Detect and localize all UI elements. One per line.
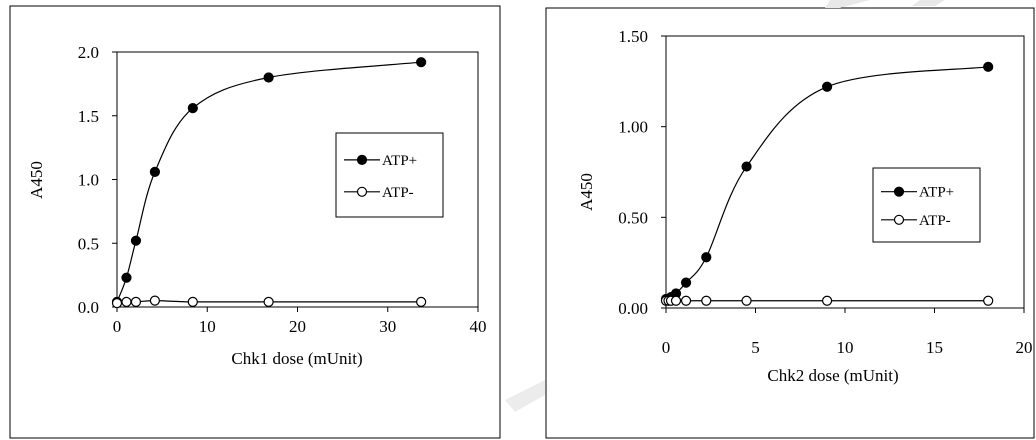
chart2: 0.00 0.50 1.00 1.50 0 5 10 15 20 Chk2 dose (mUnit… — [577, 27, 1033, 385]
x-tick-label: 30 — [379, 317, 396, 336]
y-tick-label: 0.50 — [618, 208, 648, 227]
y-tick-label: 2.0 — [78, 43, 99, 62]
data-point — [701, 295, 712, 306]
data-point — [130, 235, 142, 246]
y-tick-label: 1.00 — [618, 118, 648, 137]
watermark-stroke-bottom — [505, 380, 545, 412]
data-point — [121, 272, 132, 283]
legend-entry: ATP- — [919, 213, 951, 229]
legend-entry: ATP+ — [919, 185, 954, 201]
x-tick-label: 20 — [289, 317, 306, 336]
y-axis-label: A450 — [577, 173, 596, 211]
data-point — [187, 296, 198, 307]
data-point — [130, 296, 142, 307]
x-tick-label: 20 — [1016, 338, 1033, 357]
x-tick-label: 15 — [926, 338, 943, 357]
y-axis-label: A450 — [27, 161, 46, 199]
legend-marker — [893, 186, 905, 197]
y-tick-label: 1.0 — [78, 171, 99, 190]
x-tick-label: 10 — [199, 317, 216, 336]
y-tick-label: 0.5 — [78, 234, 99, 253]
x-tick-label: 5 — [751, 338, 760, 357]
data-point — [187, 102, 198, 114]
legend-box — [335, 132, 444, 218]
data-point — [983, 61, 994, 72]
data-point — [741, 295, 752, 306]
data-point — [821, 295, 833, 306]
data-point — [680, 295, 692, 306]
x-tick-label: 0 — [662, 338, 671, 357]
legend-marker — [893, 214, 905, 225]
watermark-stroke-top — [825, 0, 870, 8]
x-tick-label: 0 — [113, 317, 122, 336]
data-point — [701, 252, 712, 263]
chart-layer: 0.0 0.5 1.0 1.5 2.0 0 10 20 30 40 Chk1 dose (mUnit… — [27, 27, 1033, 385]
data-point — [680, 277, 692, 288]
legend-entry: ATP- — [382, 185, 414, 201]
data-point — [263, 296, 274, 307]
data-point — [121, 296, 132, 307]
data-point — [821, 81, 833, 92]
y-tick-label: 1.5 — [78, 107, 99, 126]
y-tick-label: 1.50 — [618, 27, 648, 46]
data-point — [983, 295, 994, 306]
chart1-outer-frame — [9, 5, 501, 439]
legend-entry: ATP+ — [382, 153, 417, 169]
data-point — [670, 295, 682, 306]
data-point — [111, 298, 123, 309]
x-axis-label: Chk2 dose (mUnit) — [767, 366, 898, 385]
data-point — [741, 161, 752, 172]
x-tick-label: 10 — [837, 338, 854, 357]
legend-box — [872, 167, 981, 243]
x-axis-label: Chk1 dose (mUnit) — [231, 349, 362, 368]
data-point — [416, 57, 427, 68]
y-tick-label: 0.00 — [618, 299, 648, 318]
watermark-stroke-top2 — [912, 0, 945, 6]
data-point — [149, 166, 161, 177]
data-point — [263, 72, 274, 83]
chart2-outer-frame — [545, 7, 1035, 439]
data-point — [149, 295, 161, 306]
y-tick-label: 0.0 — [78, 298, 99, 317]
legend-marker — [356, 154, 368, 165]
legend-marker — [356, 186, 368, 197]
data-point — [416, 296, 427, 307]
chart1: 0.0 0.5 1.0 1.5 2.0 0 10 20 30 40 Chk1 dose (mUnit… — [27, 43, 487, 368]
x-tick-label: 40 — [470, 317, 487, 336]
